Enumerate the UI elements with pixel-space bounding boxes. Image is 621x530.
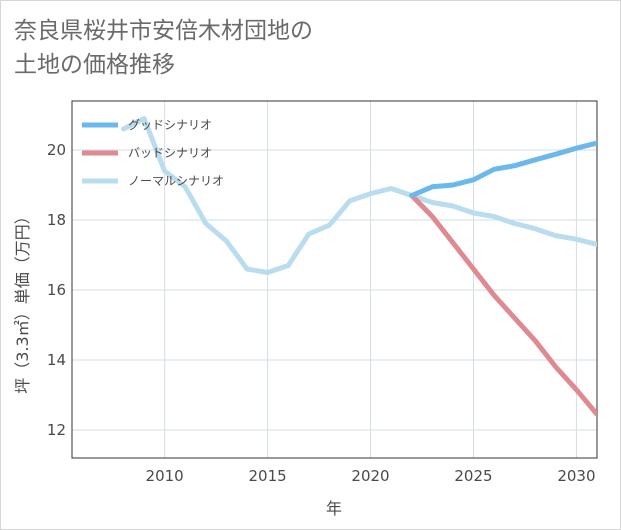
y-tick-label: 14 xyxy=(47,351,66,369)
y-axis-ticks: 12 14 16 18 20 xyxy=(47,141,66,439)
legend-item[interactable]: バッドシナリオ xyxy=(82,146,212,160)
series-line-2 xyxy=(121,116,597,275)
x-tick-label: 2010 xyxy=(146,467,184,485)
page-title: 奈良県桜井市安倍木材団地の 土地の価格推移 xyxy=(14,14,313,82)
y-tick-label: 20 xyxy=(47,141,66,159)
x-tick-label: 2030 xyxy=(557,467,595,485)
series-line-0 xyxy=(409,140,597,198)
legend-label: バッドシナリオ xyxy=(128,146,212,160)
x-axis-title: 年 xyxy=(326,499,342,518)
x-tick-label: 2025 xyxy=(454,467,492,485)
legend-label: ノーマルシナリオ xyxy=(128,174,224,188)
legend-item[interactable]: グッドシナリオ xyxy=(82,118,212,132)
title-line-1: 奈良県桜井市安倍木材団地の xyxy=(14,18,313,44)
y-tick-label: 16 xyxy=(47,281,66,299)
y-tick-label: 18 xyxy=(47,211,66,229)
title-line-2: 土地の価格推移 xyxy=(14,52,175,78)
legend-item[interactable]: ノーマルシナリオ xyxy=(82,174,224,188)
y-tick-label: 12 xyxy=(47,421,66,439)
y-axis-title: 坪（3.3㎡）単価（万円） xyxy=(13,208,32,393)
series-group xyxy=(121,116,597,417)
series-line-1 xyxy=(409,193,597,417)
legend-label: グッドシナリオ xyxy=(128,118,212,132)
plot-area xyxy=(71,100,598,459)
x-tick-label: 2015 xyxy=(248,467,286,485)
x-tick-label: 2020 xyxy=(351,467,389,485)
x-axis-ticks: 2010 2015 2020 2025 2030 xyxy=(146,467,596,485)
grid-lines xyxy=(72,101,597,458)
